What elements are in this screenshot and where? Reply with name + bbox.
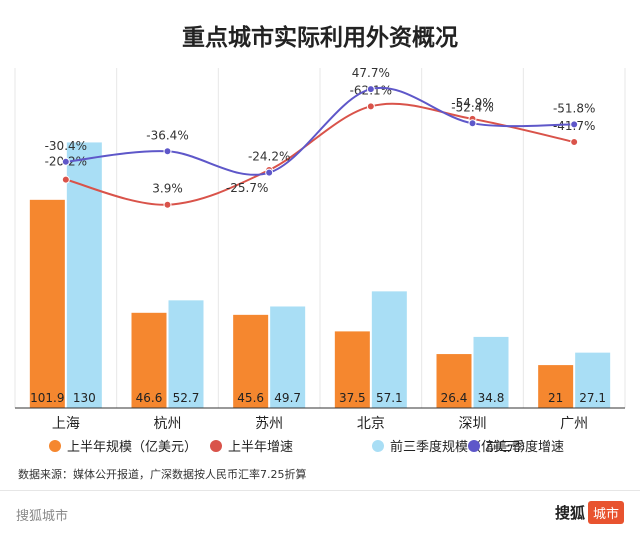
legend-marker bbox=[210, 440, 222, 452]
line-value-label: -36.4% bbox=[146, 128, 188, 142]
legend-label: 前三季度增速 bbox=[486, 439, 564, 455]
line-point bbox=[366, 85, 375, 94]
line-point bbox=[570, 120, 579, 129]
line-value-label: -51.8% bbox=[553, 101, 595, 115]
line-point bbox=[163, 147, 172, 156]
series-line bbox=[65, 102, 575, 206]
brand-badge: 城市 bbox=[587, 501, 624, 524]
legend-marker bbox=[372, 440, 384, 452]
line-point bbox=[163, 200, 172, 209]
x-tick-label: 上海 bbox=[52, 416, 80, 432]
bar bbox=[371, 291, 407, 408]
bar bbox=[538, 365, 574, 408]
bar-value-label: 49.7 bbox=[274, 391, 301, 405]
line-point bbox=[265, 168, 274, 177]
chart-svg: 重点城市实际利用外资概况 101.9 46.6 45.6 37.5 26.4 21 130 5… bbox=[14, 24, 626, 481]
series-line bbox=[65, 86, 575, 176]
line-point bbox=[468, 119, 477, 128]
line-point bbox=[61, 175, 70, 184]
grid-lines bbox=[14, 68, 626, 408]
x-tick-label: 广州 bbox=[560, 416, 588, 432]
line-value-label: -25.7% bbox=[226, 181, 268, 195]
bar-value-label: 45.6 bbox=[237, 391, 264, 405]
bar-value-label: 101.9 bbox=[30, 391, 64, 405]
bar-value-label: 52.7 bbox=[173, 391, 200, 405]
x-tick-label: 苏州 bbox=[255, 416, 283, 432]
bar-value-label: 27.1 bbox=[579, 391, 606, 405]
line-point bbox=[570, 138, 579, 147]
line-series: -20.2%3.9%-25.7%-62.1%-54.9%-41.7%-30.4%… bbox=[45, 66, 595, 209]
bar bbox=[233, 314, 269, 408]
source-note: 数据来源：媒体公开报道，广深数据按人民币汇率7.25折算 bbox=[18, 467, 307, 481]
line-value-label: -52.4% bbox=[451, 100, 493, 114]
bar bbox=[575, 352, 611, 408]
bar bbox=[131, 312, 167, 408]
bar-value-label: 130 bbox=[73, 391, 96, 405]
legend-label: 前三季度规模（亿美元） bbox=[390, 439, 533, 455]
bar bbox=[270, 306, 306, 408]
x-tick-label: 北京 bbox=[357, 416, 385, 432]
line-value-label: 3.9% bbox=[152, 182, 183, 196]
footer: 搜狐城市 搜狐 城市 bbox=[0, 490, 640, 544]
x-tick-labels: 上海 杭州 苏州 北京 深圳 广州 bbox=[52, 416, 588, 432]
brand-text: 搜狐 bbox=[554, 504, 585, 522]
brand-logo[interactable]: 搜狐 城市 bbox=[555, 501, 624, 524]
line-value-label: -24.2% bbox=[248, 150, 290, 164]
bar bbox=[473, 336, 509, 408]
bar-value-label: 37.5 bbox=[339, 391, 366, 405]
bar-series: 101.9 46.6 45.6 37.5 26.4 21 130 52.7 49.7 57.1 34… bbox=[29, 142, 611, 408]
bar-value-label: 46.6 bbox=[136, 391, 163, 405]
legend-marker bbox=[468, 440, 480, 452]
legend: 上半年规模（亿美元） 上半年增速 前三季度规模（亿美元）前三季度增速 bbox=[49, 439, 564, 455]
x-tick-label: 深圳 bbox=[459, 416, 487, 432]
footer-site-label: 搜狐城市 bbox=[16, 509, 69, 524]
x-tick-label: 杭州 bbox=[154, 416, 182, 432]
bar-value-label: 21 bbox=[548, 391, 563, 405]
bar-value-label: 57.1 bbox=[376, 391, 403, 405]
line-point bbox=[366, 102, 375, 111]
line-value-label: -54.9% bbox=[451, 96, 493, 110]
bar-value-label: 34.8 bbox=[478, 391, 505, 405]
line-value-label: -30.4% bbox=[45, 139, 87, 153]
bar bbox=[168, 300, 204, 408]
bar bbox=[334, 331, 370, 408]
legend-label: 上半年规模（亿美元） bbox=[67, 440, 197, 455]
line-point bbox=[61, 157, 70, 166]
legend-marker bbox=[49, 440, 61, 452]
bar bbox=[436, 354, 472, 408]
line-value-label: 47.7% bbox=[352, 66, 390, 80]
bar bbox=[29, 199, 65, 408]
bar-value-label: 26.4 bbox=[441, 391, 468, 405]
chart-title: 重点城市实际利用外资概况 bbox=[182, 24, 458, 51]
legend-label: 上半年增速 bbox=[228, 440, 293, 455]
